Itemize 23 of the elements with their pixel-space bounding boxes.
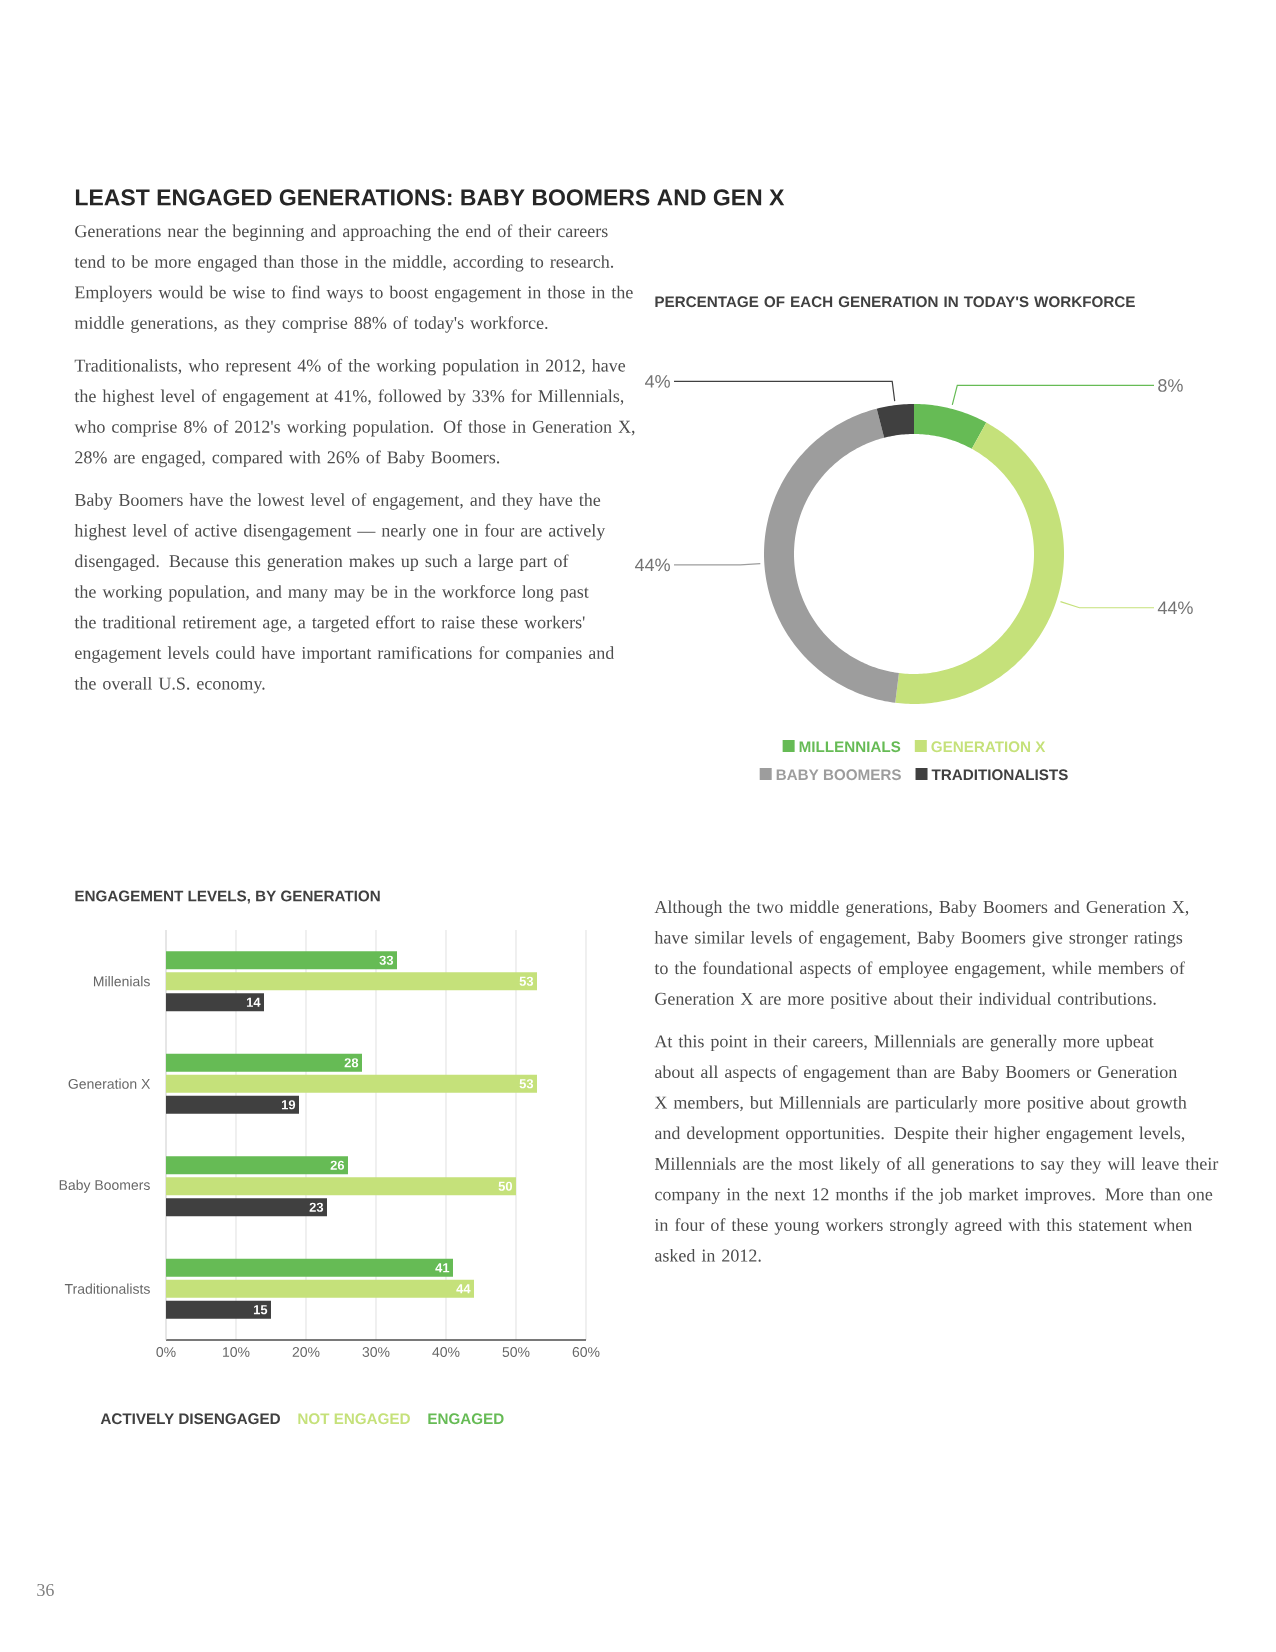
text: At this point in their careers, Millennials are generally more upbeat about all aspects of engagement than are Baby Boomers or Generation X members, but Millennials are particularly more positive about growth and development opportunities. Despite their higher engagement levels, Millennials are the most likely of all generations to say they will leave their company in the next 12 months if the job market improves. More than one in four of these young workers strongly agreed with this statement when asked in 2012. [654, 1034, 1219, 1262]
data-label: 44% [1157, 601, 1193, 615]
bar [166, 1156, 348, 1175]
data-label: 44% [634, 558, 670, 572]
bar [166, 951, 397, 970]
bar [166, 972, 537, 991]
text: Baby Boomers have the lowest level of engagement, and they have the highest level of active disengagement — nearly one in four are actively disengaged. Because this generation makes up such a large part of the working population, and many may be in the workforce long past the traditional retirement age, a targeted effort to raise these workers' engagement levels could have important ramifications for companies and the overall U.S. economy. [74, 493, 615, 694]
bar [166, 1053, 362, 1072]
data-label: 8% [1158, 379, 1183, 392]
bar [166, 993, 264, 1012]
data-label: 4% [645, 375, 670, 388]
text: LEAST ENGAGED GENERATIONS: BABY BOOMERS AND GEN X [75, 189, 785, 206]
text: 36 [37, 1583, 54, 1597]
bar [166, 1095, 299, 1114]
bar [166, 1074, 537, 1093]
bar [166, 1177, 516, 1196]
text: Traditionalists, who represent 4% of the working population in 2012, have the highest level of engagement at 41%, followed by 33% for Millennials, who comprise 8% of 2012's working population. Of those in Generation X, 28% are engaged, compared with 26% of Baby Boomers. [74, 358, 635, 468]
bar [166, 1258, 453, 1277]
bar [166, 1300, 271, 1319]
bar [166, 1279, 474, 1298]
text: Although the two middle generations, Baby Boomers and Generation X, have similar levels of engagement, Baby Boomers give stronger ratings to the foundational aspects of employee engagement, while members of Generation X are more positive about their individual contributions. [654, 900, 1189, 1009]
text: Generations near the beginning and approaching the end of their careers tend to be more engaged than those in the middle, according to research. Employers would be wise to find ways to boost engagement in those in the middle generations, as they comprise 88% of today's workforce. [74, 224, 633, 333]
bar [166, 1198, 327, 1217]
